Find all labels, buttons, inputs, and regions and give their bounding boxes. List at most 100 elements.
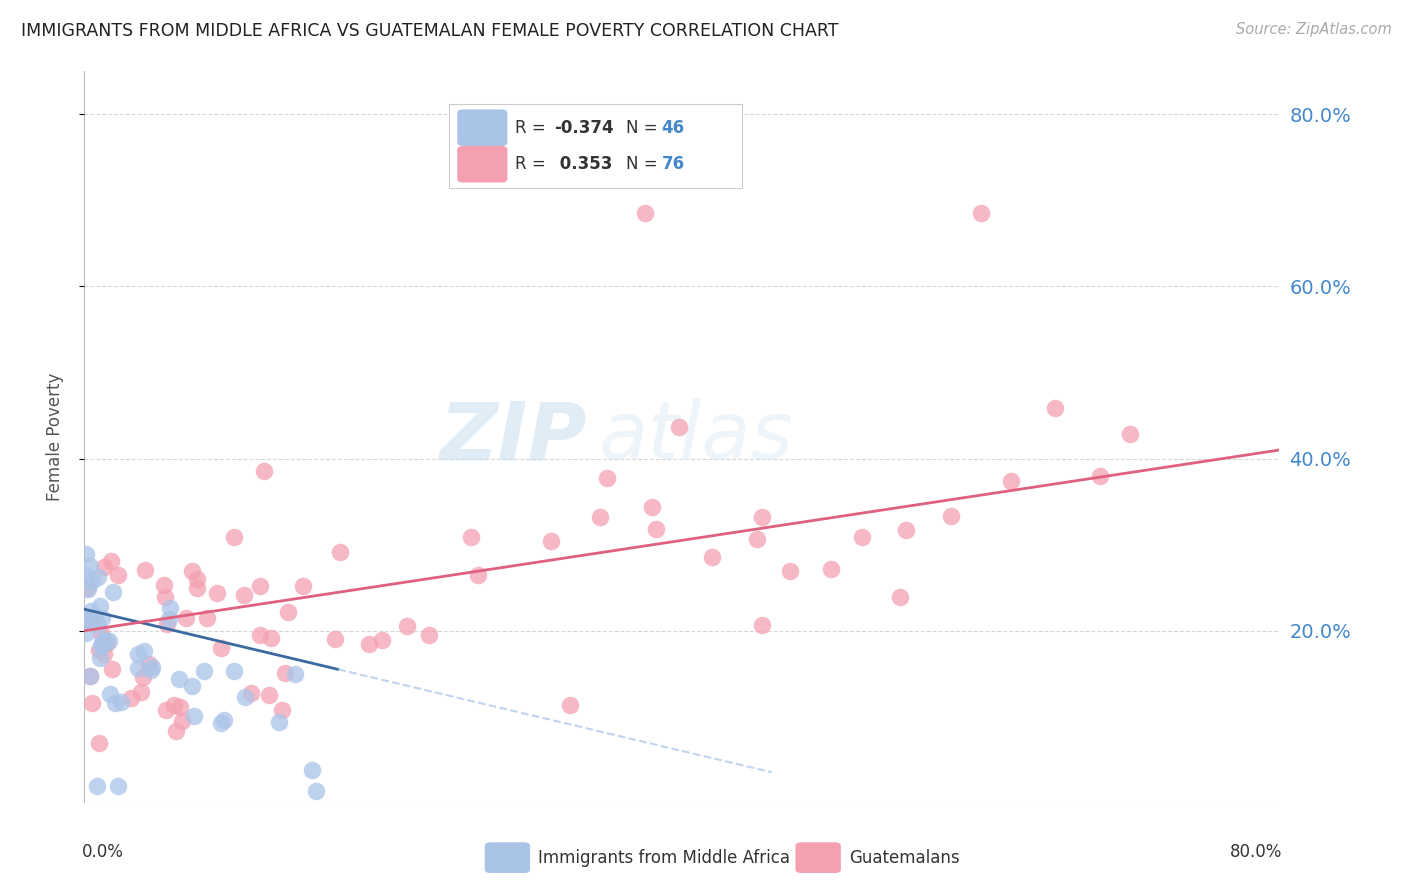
Point xyxy=(205,586,228,600)
Point xyxy=(86,779,108,793)
Point xyxy=(633,206,655,220)
Point xyxy=(80,604,103,618)
Point xyxy=(110,695,132,709)
Text: 46: 46 xyxy=(662,119,685,136)
Point xyxy=(91,611,114,625)
Point xyxy=(76,582,98,596)
Point xyxy=(94,633,117,648)
Point xyxy=(107,779,129,793)
Point xyxy=(174,611,197,625)
Point xyxy=(153,577,176,591)
Point xyxy=(209,641,232,656)
Point xyxy=(589,510,612,524)
Point xyxy=(80,697,103,711)
Point xyxy=(93,559,115,574)
Point xyxy=(172,714,194,728)
Y-axis label: Female Poverty: Female Poverty xyxy=(45,373,63,501)
Point xyxy=(328,545,350,559)
Point xyxy=(89,599,111,613)
Point xyxy=(79,559,101,574)
Point xyxy=(970,206,993,220)
Point xyxy=(141,663,163,677)
Point xyxy=(167,673,190,687)
Point xyxy=(460,530,482,544)
Point xyxy=(267,715,290,730)
Point xyxy=(77,612,100,626)
Point xyxy=(212,713,235,727)
Point xyxy=(87,618,110,632)
Point xyxy=(939,509,962,524)
Point xyxy=(1000,475,1022,489)
Point xyxy=(134,563,156,577)
Point xyxy=(87,570,110,584)
Point xyxy=(100,554,122,568)
Point xyxy=(283,667,305,681)
Point xyxy=(100,662,122,676)
Text: N =: N = xyxy=(626,119,662,136)
Point xyxy=(232,588,254,602)
Point xyxy=(253,464,276,478)
Point xyxy=(153,590,176,604)
Point xyxy=(889,590,911,604)
Point xyxy=(209,716,232,731)
Point xyxy=(195,611,218,625)
Text: N =: N = xyxy=(626,155,662,173)
Point xyxy=(700,549,723,564)
Text: Source: ZipAtlas.com: Source: ZipAtlas.com xyxy=(1236,22,1392,37)
Point xyxy=(98,687,121,701)
Point xyxy=(395,619,418,633)
Point xyxy=(87,735,110,749)
Point xyxy=(240,686,263,700)
Point xyxy=(751,617,773,632)
Text: atlas: atlas xyxy=(599,398,793,476)
Point xyxy=(257,688,280,702)
Text: Guatemalans: Guatemalans xyxy=(849,848,960,867)
Text: ZIP: ZIP xyxy=(439,398,586,476)
Point xyxy=(596,471,619,485)
Point xyxy=(80,614,103,628)
Point xyxy=(134,644,156,658)
Point xyxy=(91,634,114,648)
FancyBboxPatch shape xyxy=(449,104,742,188)
Point xyxy=(163,698,186,713)
Point xyxy=(271,703,294,717)
Point xyxy=(467,568,489,582)
Point xyxy=(305,784,328,798)
Point xyxy=(851,530,873,544)
Point xyxy=(76,582,98,596)
Point xyxy=(84,612,107,626)
FancyBboxPatch shape xyxy=(796,842,841,873)
Point xyxy=(260,631,283,645)
Point xyxy=(418,628,440,642)
Point xyxy=(668,420,690,434)
Point xyxy=(751,509,773,524)
FancyBboxPatch shape xyxy=(457,110,508,146)
Point xyxy=(104,696,127,710)
Point xyxy=(127,661,149,675)
Point xyxy=(75,547,97,561)
Point xyxy=(181,679,204,693)
Point xyxy=(79,669,101,683)
Point xyxy=(274,665,297,680)
Point xyxy=(132,670,155,684)
Point xyxy=(75,612,97,626)
FancyBboxPatch shape xyxy=(485,842,530,873)
Text: R =: R = xyxy=(515,119,551,136)
Point xyxy=(277,605,299,619)
Point xyxy=(101,585,124,599)
Point xyxy=(233,690,256,704)
Point xyxy=(93,647,115,661)
Point xyxy=(249,628,271,642)
Point xyxy=(779,564,801,578)
Point xyxy=(292,579,315,593)
Point xyxy=(159,601,181,615)
Point xyxy=(359,637,381,651)
Point xyxy=(1045,401,1067,415)
Point xyxy=(120,691,142,706)
Text: 76: 76 xyxy=(662,155,685,173)
Point xyxy=(127,647,149,661)
Point xyxy=(183,709,205,723)
Text: IMMIGRANTS FROM MIDDLE AFRICA VS GUATEMALAN FEMALE POVERTY CORRELATION CHART: IMMIGRANTS FROM MIDDLE AFRICA VS GUATEMA… xyxy=(21,22,838,40)
Point xyxy=(169,699,191,714)
Point xyxy=(301,763,323,777)
